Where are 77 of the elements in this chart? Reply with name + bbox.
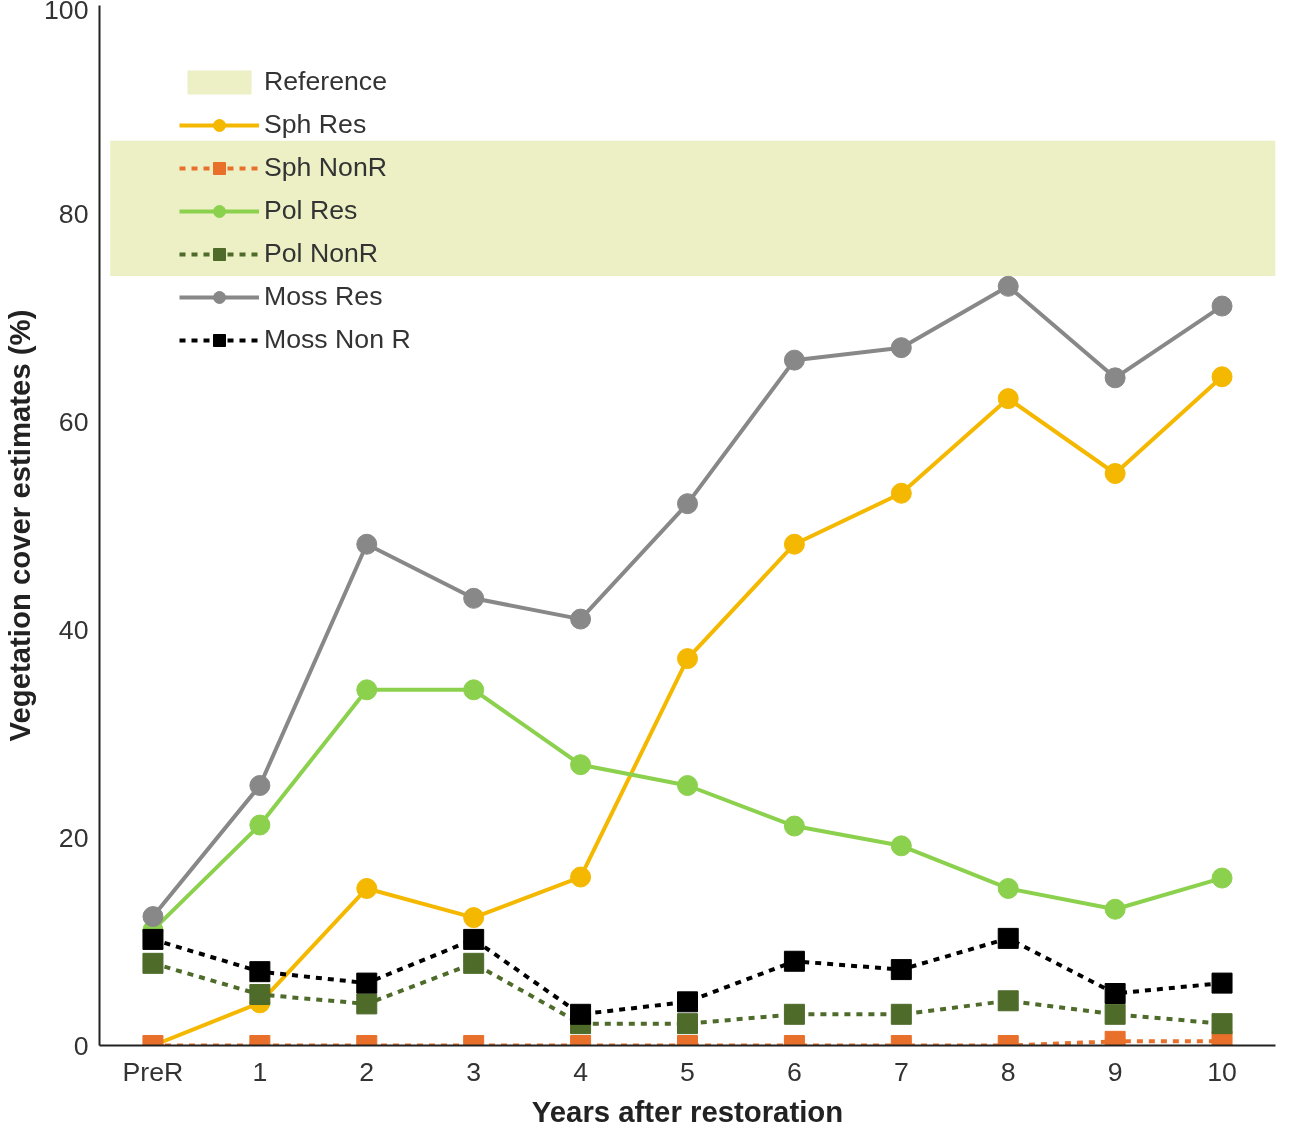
point (356, 972, 378, 994)
point (997, 990, 1019, 1012)
y-tick-label: 100 (44, 0, 89, 25)
x-tick-label: 2 (359, 1056, 375, 1087)
legend-label: Sph Res (264, 109, 367, 140)
x-tick-label: 4 (573, 1056, 589, 1087)
y-tick-label: 20 (58, 822, 89, 853)
point (142, 906, 164, 928)
point (677, 493, 698, 515)
point (677, 991, 698, 1013)
point (463, 907, 485, 929)
point (356, 877, 378, 899)
point (783, 950, 805, 972)
point (1211, 972, 1233, 994)
point (677, 1013, 698, 1035)
point (890, 482, 912, 504)
point (570, 608, 592, 630)
point (1211, 1013, 1233, 1035)
point (463, 679, 485, 701)
x-tick-label: 5 (680, 1056, 695, 1087)
point (997, 927, 1019, 949)
point (356, 533, 378, 555)
point (463, 587, 485, 609)
point (463, 928, 485, 950)
point (783, 1003, 805, 1025)
point (1211, 867, 1233, 889)
point (890, 835, 912, 857)
y-tick-label: 40 (58, 614, 89, 645)
legend-label: Moss Non R (264, 324, 411, 355)
x-tick-label: 8 (1000, 1056, 1016, 1087)
point (570, 866, 592, 888)
point (1104, 1003, 1126, 1025)
x-tick-label: 1 (252, 1056, 268, 1087)
point (356, 679, 378, 701)
point (1211, 295, 1233, 317)
x-tick-label: 6 (787, 1056, 802, 1087)
point (890, 1003, 912, 1025)
x-tick-label: 10 (1207, 1056, 1237, 1087)
point (1104, 367, 1126, 389)
point (142, 952, 164, 974)
point (677, 775, 698, 796)
point (997, 388, 1019, 410)
y-axis-title: Vegetation cover estimates (%) (3, 309, 37, 742)
x-tick-label: PreR (122, 1056, 184, 1087)
legend-label: Moss Res (264, 281, 383, 312)
point (783, 815, 805, 837)
point (1211, 366, 1233, 388)
point (783, 533, 805, 555)
point (570, 754, 592, 776)
point (142, 928, 164, 950)
point (890, 959, 912, 981)
y-tick-label: 80 (58, 198, 89, 229)
point (890, 337, 912, 359)
point (249, 775, 271, 796)
x-axis-title: Years after restoration (531, 1094, 844, 1128)
x-tick-label: 9 (1107, 1056, 1123, 1087)
point (677, 648, 698, 670)
legend-label: Sph NonR (264, 152, 387, 183)
legend-label: Pol Res (264, 195, 358, 226)
x-tick-label: 3 (466, 1056, 482, 1087)
x-tick-label: 7 (893, 1056, 909, 1087)
point (249, 961, 271, 983)
point (1104, 463, 1126, 484)
point (997, 877, 1019, 899)
point (356, 993, 378, 1015)
point (249, 984, 271, 1006)
point (463, 952, 485, 974)
point (1104, 898, 1126, 920)
point (1104, 983, 1126, 1004)
y-tick-label: 60 (58, 406, 89, 437)
point (249, 814, 271, 836)
y-tick-label: 0 (73, 1030, 89, 1061)
point (570, 1003, 592, 1025)
point (997, 275, 1019, 297)
legend-label: Pol NonR (264, 238, 379, 269)
legend-label: Reference (264, 66, 387, 97)
point (783, 349, 805, 371)
